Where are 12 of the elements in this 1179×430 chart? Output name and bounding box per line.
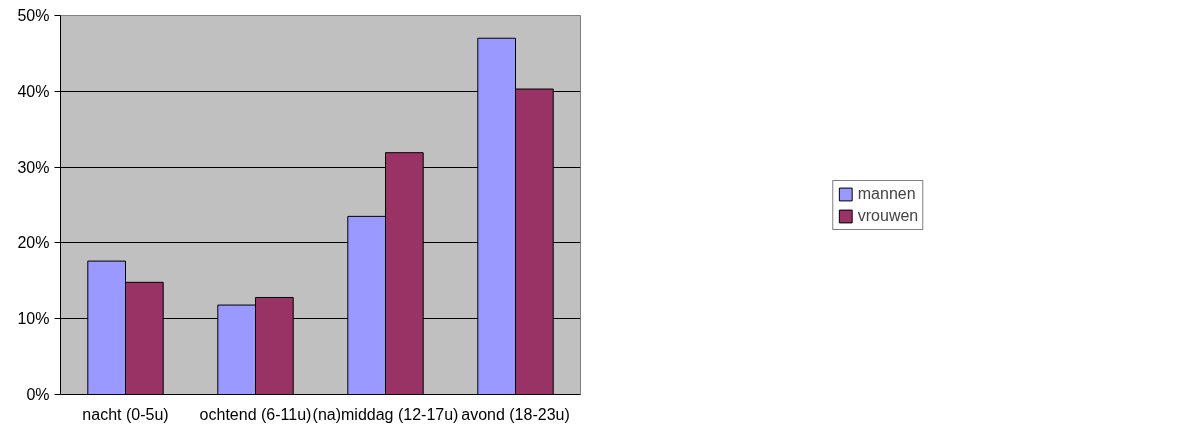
y-tick-label: 20% — [17, 234, 50, 252]
x-tick-label: avond (18-23u) — [461, 405, 570, 423]
y-tick-label: 30% — [17, 158, 50, 176]
x-tick-label: ochtend (6-11u) — [199, 405, 312, 423]
y-tick-label: 0% — [26, 386, 50, 403]
x-tick-label: (na)middag (12-17u) — [312, 405, 459, 423]
y-tick-label: 40% — [17, 82, 50, 100]
x-tick-label: nacht (0-5u) — [82, 405, 169, 423]
legend-label: mannen — [857, 184, 916, 203]
y-tick-label: 50% — [17, 7, 50, 24]
legend-label: vrouwen — [857, 206, 919, 225]
y-tick-label: 10% — [17, 310, 50, 328]
